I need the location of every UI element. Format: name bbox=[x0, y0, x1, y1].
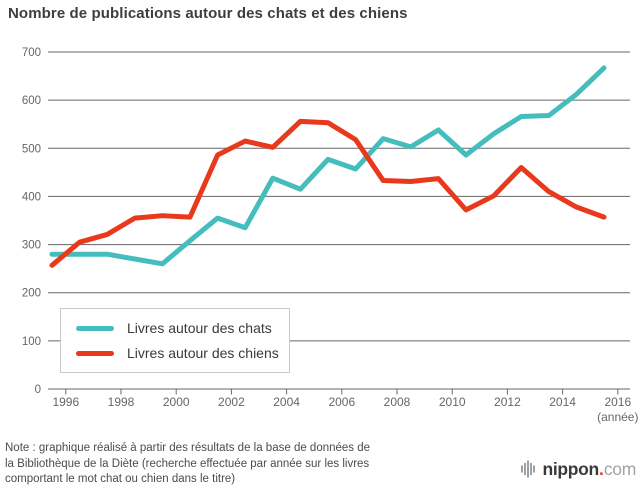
nippon-bars-icon bbox=[521, 459, 537, 479]
source-note: Note : graphique réalisé à partir des ré… bbox=[5, 441, 370, 488]
y-tick-label: 700 bbox=[22, 47, 41, 59]
nippon-com-logo: nippon . com bbox=[521, 457, 636, 481]
x-tick-label: 2016 bbox=[604, 395, 631, 409]
brand-dot: . bbox=[598, 458, 604, 479]
x-tick-label: 2014 bbox=[549, 395, 576, 409]
y-tick-label: 0 bbox=[35, 384, 41, 396]
legend-item-chiens: Livres autour des chiens bbox=[76, 345, 289, 361]
legend-label-chiens: Livres autour des chiens bbox=[127, 345, 279, 361]
chiens-line-swatch bbox=[76, 350, 114, 356]
x-tick-label: 2008 bbox=[384, 395, 411, 409]
note-line-1: Note : graphique réalisé à partir des ré… bbox=[5, 442, 371, 454]
page-title: Nombre de publications autour des chats … bbox=[8, 5, 408, 22]
note-line-2: la Bibliothèque de la Diète (recherche e… bbox=[5, 457, 370, 470]
chart-legend: Livres autour des chats Livres autour de… bbox=[60, 308, 290, 373]
line-chart: 0 100 200 300 400 500 600 700 1996 1998 2000 2002 20… bbox=[22, 47, 639, 424]
x-axis-unit-label: (année) bbox=[597, 410, 638, 424]
brand-name: nippon bbox=[542, 458, 599, 479]
chats-line-swatch bbox=[76, 325, 114, 331]
x-tick-label: 1998 bbox=[108, 395, 135, 409]
note-line-3: comportant le mot chat ou chien dans le … bbox=[5, 473, 236, 485]
y-tick-label: 100 bbox=[22, 336, 41, 348]
series-line-0 bbox=[49, 65, 607, 267]
y-tick-label: 300 bbox=[22, 240, 41, 252]
series-line-1 bbox=[49, 118, 607, 268]
x-tick-label: 2002 bbox=[218, 395, 245, 409]
legend-item-chats: Livres autour des chats bbox=[76, 320, 289, 336]
x-tick-label: 2010 bbox=[439, 395, 466, 409]
x-tick-label: 2000 bbox=[163, 395, 190, 409]
brand-tld: com bbox=[603, 458, 636, 479]
x-tick-label: 2004 bbox=[273, 395, 300, 409]
legend-label-chats: Livres autour des chats bbox=[127, 320, 272, 336]
y-tick-label: 500 bbox=[22, 143, 41, 155]
y-tick-label: 200 bbox=[22, 288, 41, 300]
x-tick-label: 2006 bbox=[328, 395, 355, 409]
x-tick-label: 1996 bbox=[52, 395, 79, 409]
y-tick-label: 600 bbox=[22, 95, 41, 107]
y-tick-label: 400 bbox=[22, 191, 41, 203]
x-tick-label: 2012 bbox=[494, 395, 521, 409]
